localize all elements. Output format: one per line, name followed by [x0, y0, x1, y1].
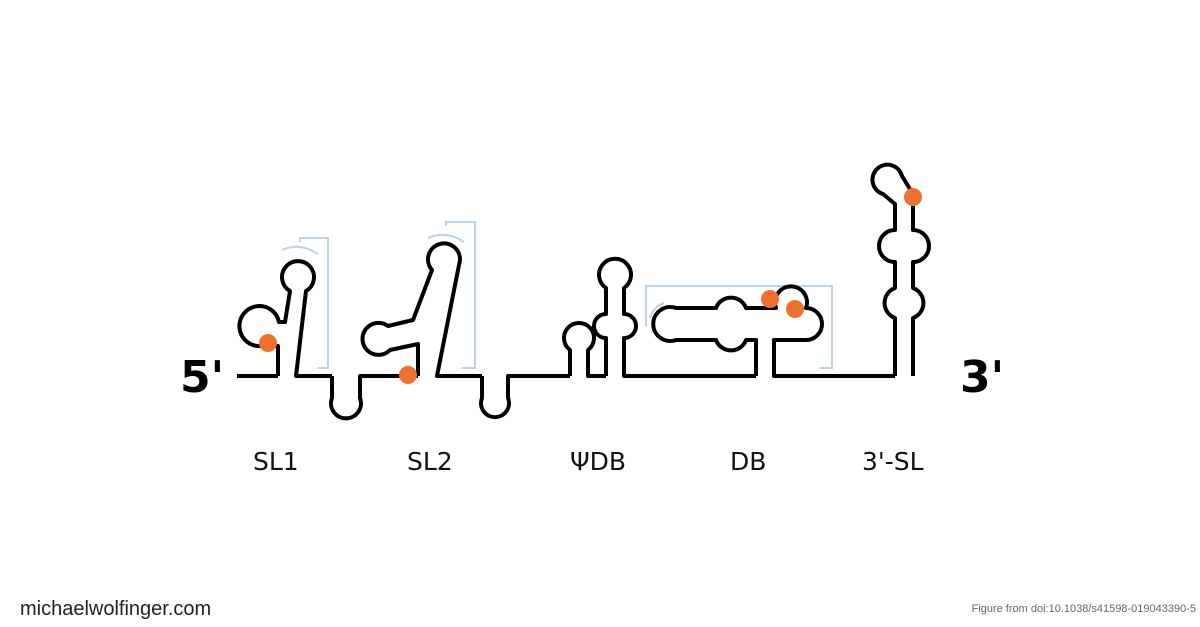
marker-3sl [904, 188, 922, 206]
stem-loop-sl1 [237, 259, 332, 378]
db-bracket [645, 285, 833, 369]
rna-backbone [237, 162, 931, 421]
marker-db-2 [786, 300, 804, 318]
linker-bulge-1 [329, 374, 418, 421]
figure-source: Figure from doi:10.1038/s41598-019043390… [971, 603, 1196, 615]
marker-db-1 [761, 290, 779, 308]
modification-markers [259, 188, 922, 384]
sl2-arc [427, 233, 465, 243]
sl2-bracket [445, 221, 476, 369]
site-credit: michaelwolfinger.com [20, 598, 212, 620]
stem-loop-db [651, 284, 895, 378]
element-labels: SL1 SL2 ΨDB DB 3'-SL [253, 447, 924, 476]
linker-bulge-2 [479, 374, 570, 420]
label-sl1: SL1 [253, 447, 299, 476]
sl1-bracket [299, 237, 329, 369]
stem-loop-3sl [870, 162, 931, 376]
label-db: DB [730, 447, 766, 476]
stem-loop-sl2 [360, 241, 482, 378]
marker-sl2 [399, 366, 417, 384]
hairpin-psidb-large [592, 256, 756, 378]
sl1-arc [281, 245, 319, 255]
label-psidb: ΨDB [570, 447, 626, 476]
interaction-brackets [281, 221, 833, 369]
hairpin-psidb-small [562, 321, 606, 378]
label-3sl: 3'-SL [862, 447, 924, 476]
label-sl2: SL2 [407, 447, 453, 476]
three-prime-label: 3' [960, 352, 1004, 403]
five-prime-label: 5' [180, 352, 224, 403]
db-arc [649, 302, 665, 319]
marker-sl1 [259, 334, 277, 352]
